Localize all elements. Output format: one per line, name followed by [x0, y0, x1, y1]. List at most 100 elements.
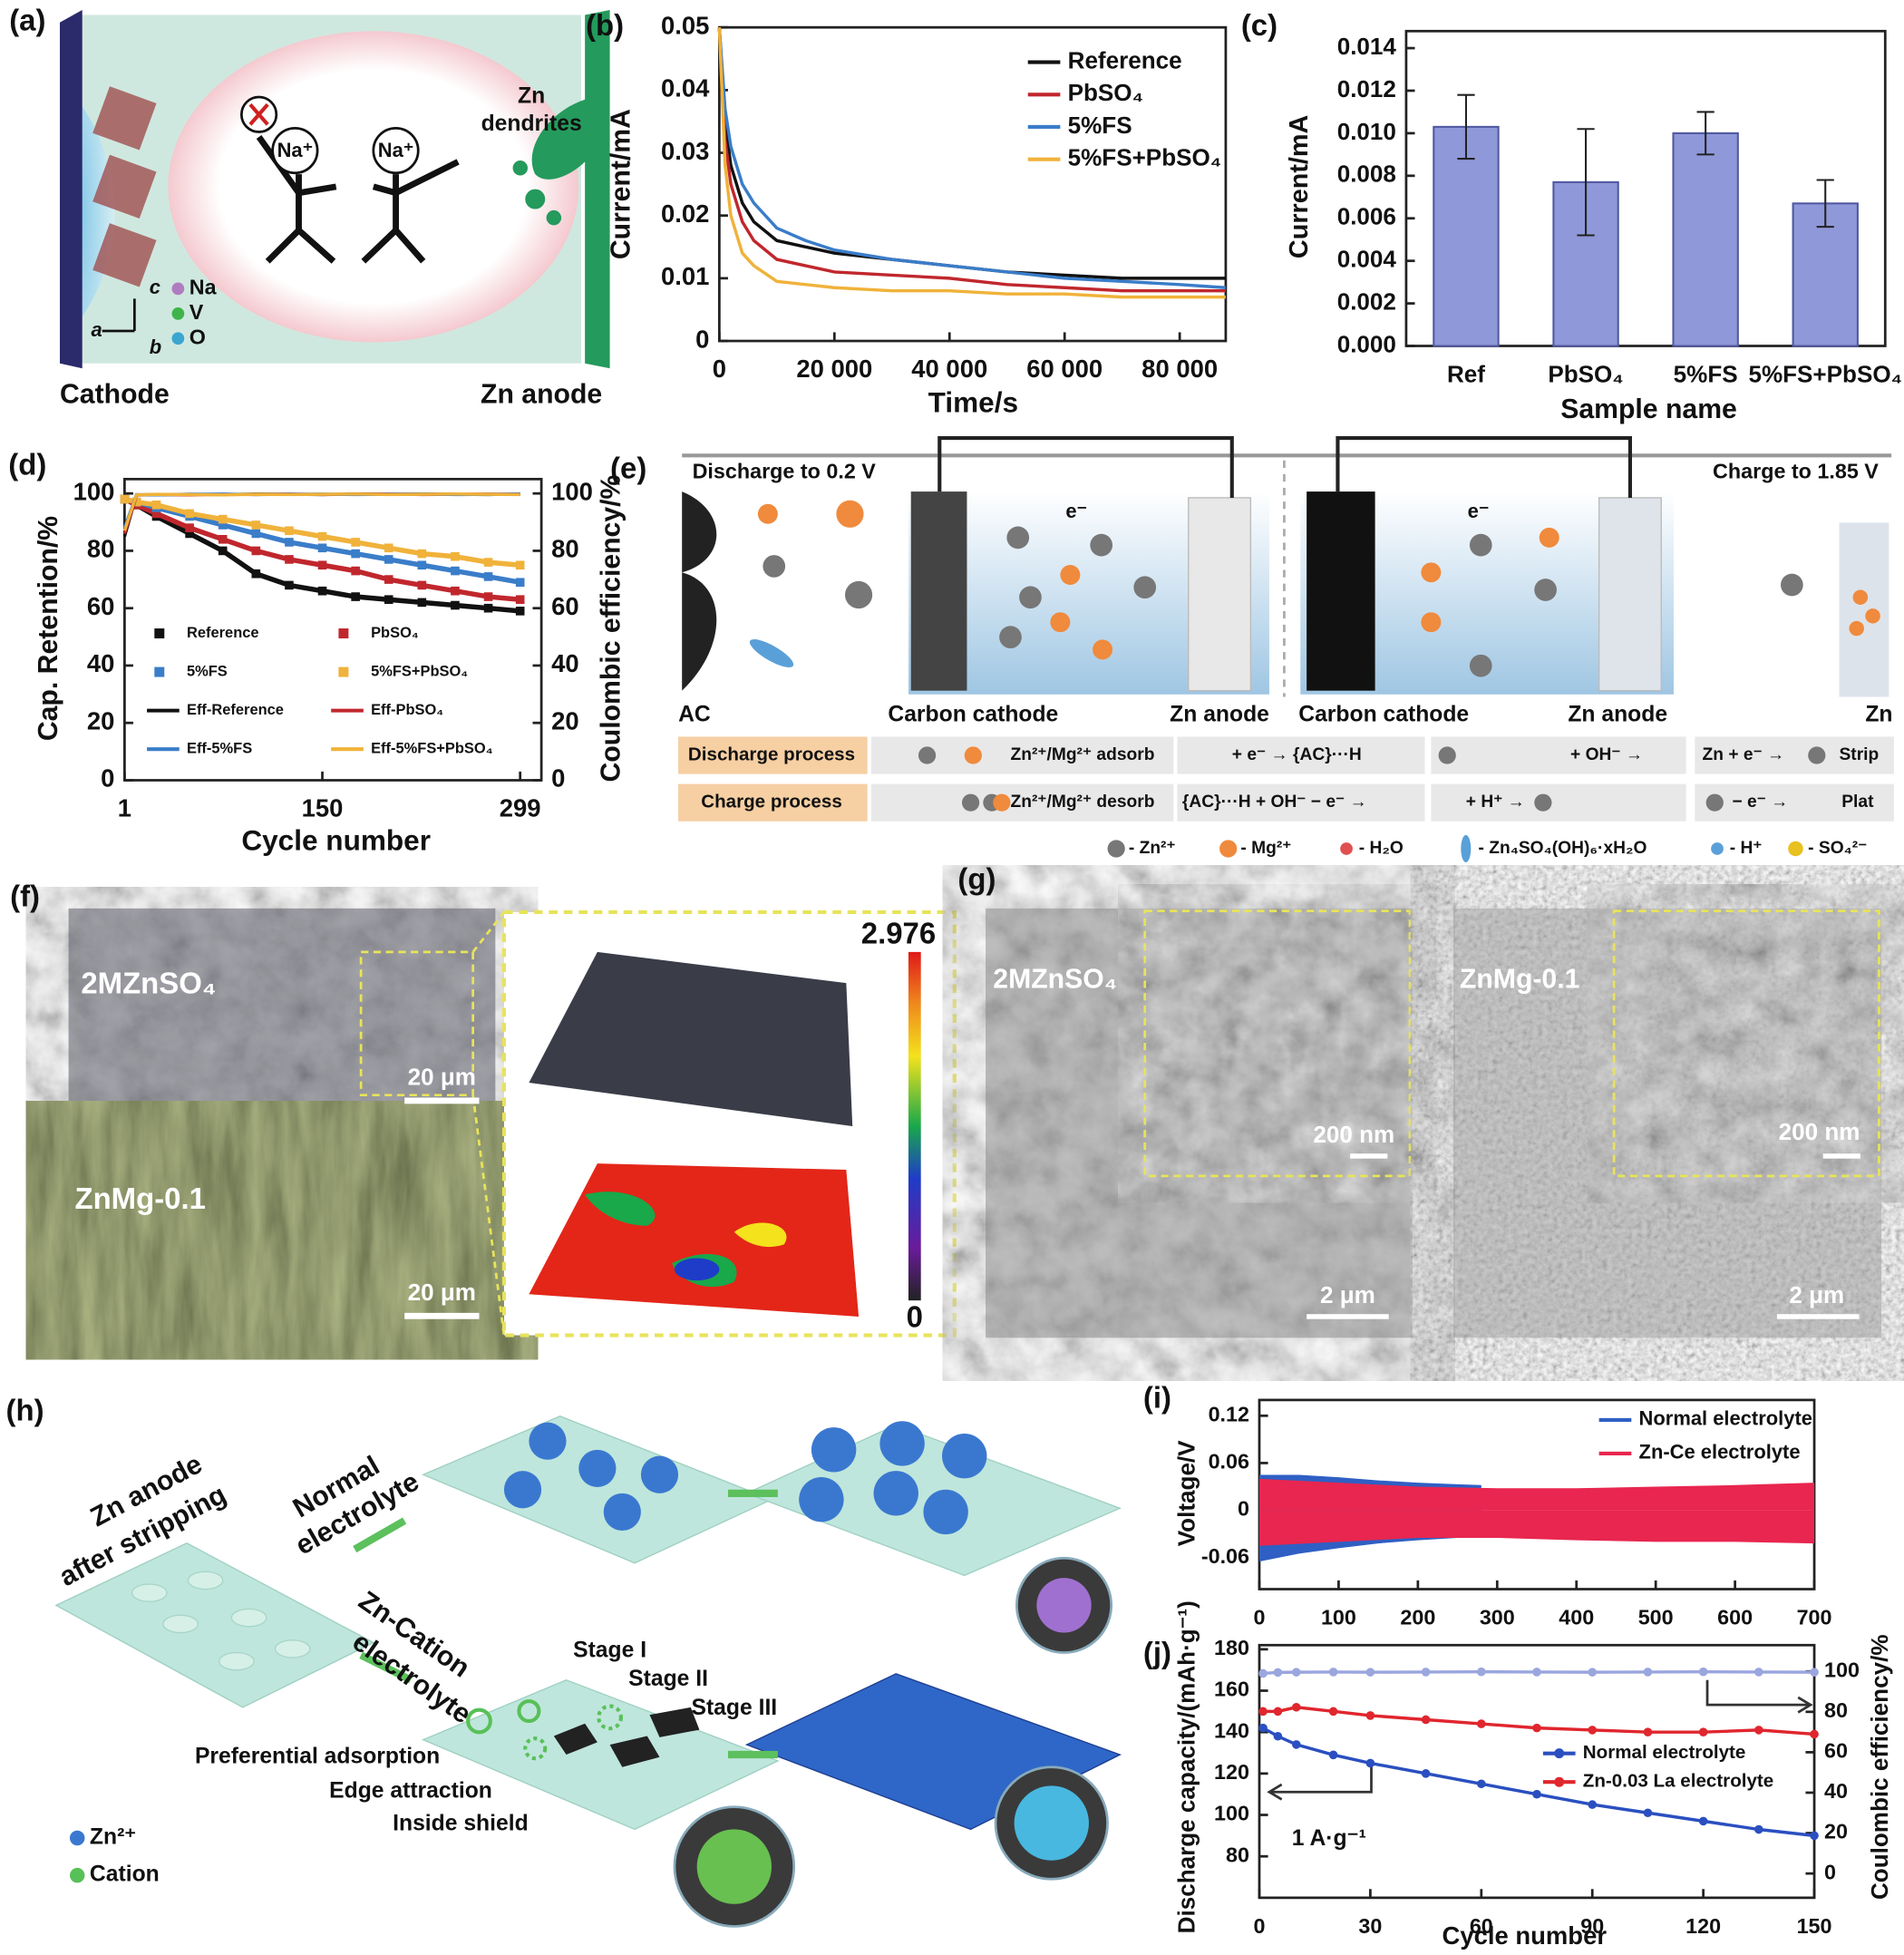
plot-frame: [717, 25, 1228, 343]
x-tick-label: 150: [302, 794, 344, 822]
decoration: [69, 1830, 85, 1846]
marker: [1810, 1668, 1819, 1677]
y-tick-label: 0.03: [661, 137, 709, 165]
scale-bar-label: 20 μm: [408, 1064, 476, 1091]
y-tick-label: 160: [1214, 1678, 1249, 1701]
marker: [1258, 1723, 1268, 1733]
decoration: [640, 1455, 679, 1493]
x-tick-label: 0: [1253, 1606, 1265, 1629]
line-series: [717, 27, 1226, 280]
decoration: [964, 746, 982, 764]
decoration: [1036, 1578, 1092, 1633]
decoration: [811, 1427, 857, 1473]
decoration: [359, 1651, 413, 1684]
marker: [1532, 1789, 1541, 1799]
marker: [483, 592, 493, 601]
x-tick-label: 5%FS: [1674, 360, 1738, 387]
decoration: [1534, 793, 1552, 812]
decoration: [1469, 533, 1492, 557]
step-label: Edge attraction: [329, 1779, 492, 1804]
marker: [1588, 1668, 1598, 1677]
x-axis-title: Time/s: [928, 385, 1018, 418]
y-tick-label: 140: [1214, 1718, 1249, 1742]
decoration: [1822, 1153, 1860, 1159]
x-tick-label: 0: [1253, 1914, 1265, 1938]
x-tick-label: 299: [500, 794, 541, 822]
decoration: [1350, 1153, 1388, 1159]
legend-swatch: [338, 628, 349, 639]
legend-label: Zn-Ce electrolyte: [1639, 1441, 1801, 1464]
y-tick-label: 60: [87, 592, 115, 620]
legend-label: 5%FS: [1068, 112, 1132, 139]
panel-label: (b): [586, 8, 624, 42]
decoration: [265, 228, 301, 264]
y2-tick-label: 80: [1824, 1698, 1848, 1722]
legend-label: Normal electrolyte: [1583, 1742, 1746, 1763]
decoration: [171, 282, 185, 296]
title: Discharge to 0.2 V: [693, 460, 877, 483]
decoration: [353, 1517, 407, 1553]
marker: [451, 586, 460, 596]
decoration: [1705, 793, 1724, 812]
marker: [417, 560, 427, 570]
legend-swatch: [338, 666, 349, 677]
y2-tick-label: 40: [551, 649, 579, 677]
marker: [1588, 1800, 1598, 1809]
panel-e: Discharge to 0.2 V Charge to 1.85 V e⁻ e…: [610, 436, 1894, 863]
decoration: [1090, 533, 1113, 557]
decoration: [553, 1723, 597, 1756]
marker: [351, 566, 360, 576]
stage-label: Stage III: [691, 1696, 777, 1720]
decoration: [923, 1489, 968, 1535]
label: Zn anode: [1568, 703, 1667, 727]
y-tick-label: 20: [87, 706, 115, 734]
decoration: [1849, 620, 1864, 637]
cell: Zn²⁺/Mg²⁺ adsorb: [1011, 745, 1155, 764]
decoration: [503, 1471, 542, 1509]
decoration: [844, 580, 873, 609]
legend-label: - Zn²⁺: [1129, 839, 1176, 858]
marker: [131, 497, 141, 507]
decoration: [1133, 576, 1157, 599]
sample-label: ZnMg-0.1: [1460, 964, 1579, 994]
y2-axis-title: Coulombic efficiency/%: [596, 474, 626, 782]
x-axis-title: Sample name: [1560, 394, 1737, 424]
decoration: [873, 1471, 918, 1516]
decoration: [1598, 497, 1662, 692]
error-bar: [1816, 179, 1834, 229]
decoration: [1177, 783, 1425, 822]
electron: e⁻: [1468, 500, 1490, 522]
marker: [1365, 1711, 1375, 1720]
y2-tick-label: 0: [551, 764, 565, 793]
decoration: [1219, 840, 1238, 858]
marker: [1258, 1707, 1268, 1717]
decoration: [1006, 526, 1030, 550]
decoration: [466, 1707, 492, 1735]
sample-label: 2MZnSO₄: [81, 967, 216, 1000]
x-tick-label: 60: [1470, 1914, 1493, 1938]
x-axis-title: Cycle number: [1443, 1921, 1608, 1950]
cell: Discharge process: [688, 744, 855, 764]
y-tick-label: 0.002: [1337, 287, 1396, 315]
decoration: [529, 951, 853, 1126]
marker: [1588, 1726, 1598, 1735]
panel-label: (d): [8, 447, 46, 481]
y-tick-label: 100: [73, 477, 115, 505]
x-tick-label: 40 000: [911, 355, 987, 383]
decoration: [733, 1222, 787, 1248]
decoration: [678, 783, 868, 822]
cell: {AC}···H + OH⁻ − e⁻ →: [1182, 793, 1367, 812]
line-series: [123, 496, 520, 568]
x-tick-label: PbSO₄: [1548, 360, 1623, 387]
decoration: [271, 126, 319, 175]
legend-label: Eff-Reference: [187, 702, 284, 718]
axis-letter: a: [91, 318, 102, 341]
decoration: [54, 1542, 375, 1708]
scale-bar-label: 2 μm: [1320, 1281, 1375, 1308]
y-tick-label: 0.12: [1209, 1402, 1249, 1425]
annotation: 1 A·g⁻¹: [1292, 1826, 1366, 1851]
cell: Strip: [1840, 745, 1880, 764]
y2-tick-label: 0: [1824, 1860, 1836, 1883]
cell: + OH⁻ →: [1570, 745, 1643, 764]
